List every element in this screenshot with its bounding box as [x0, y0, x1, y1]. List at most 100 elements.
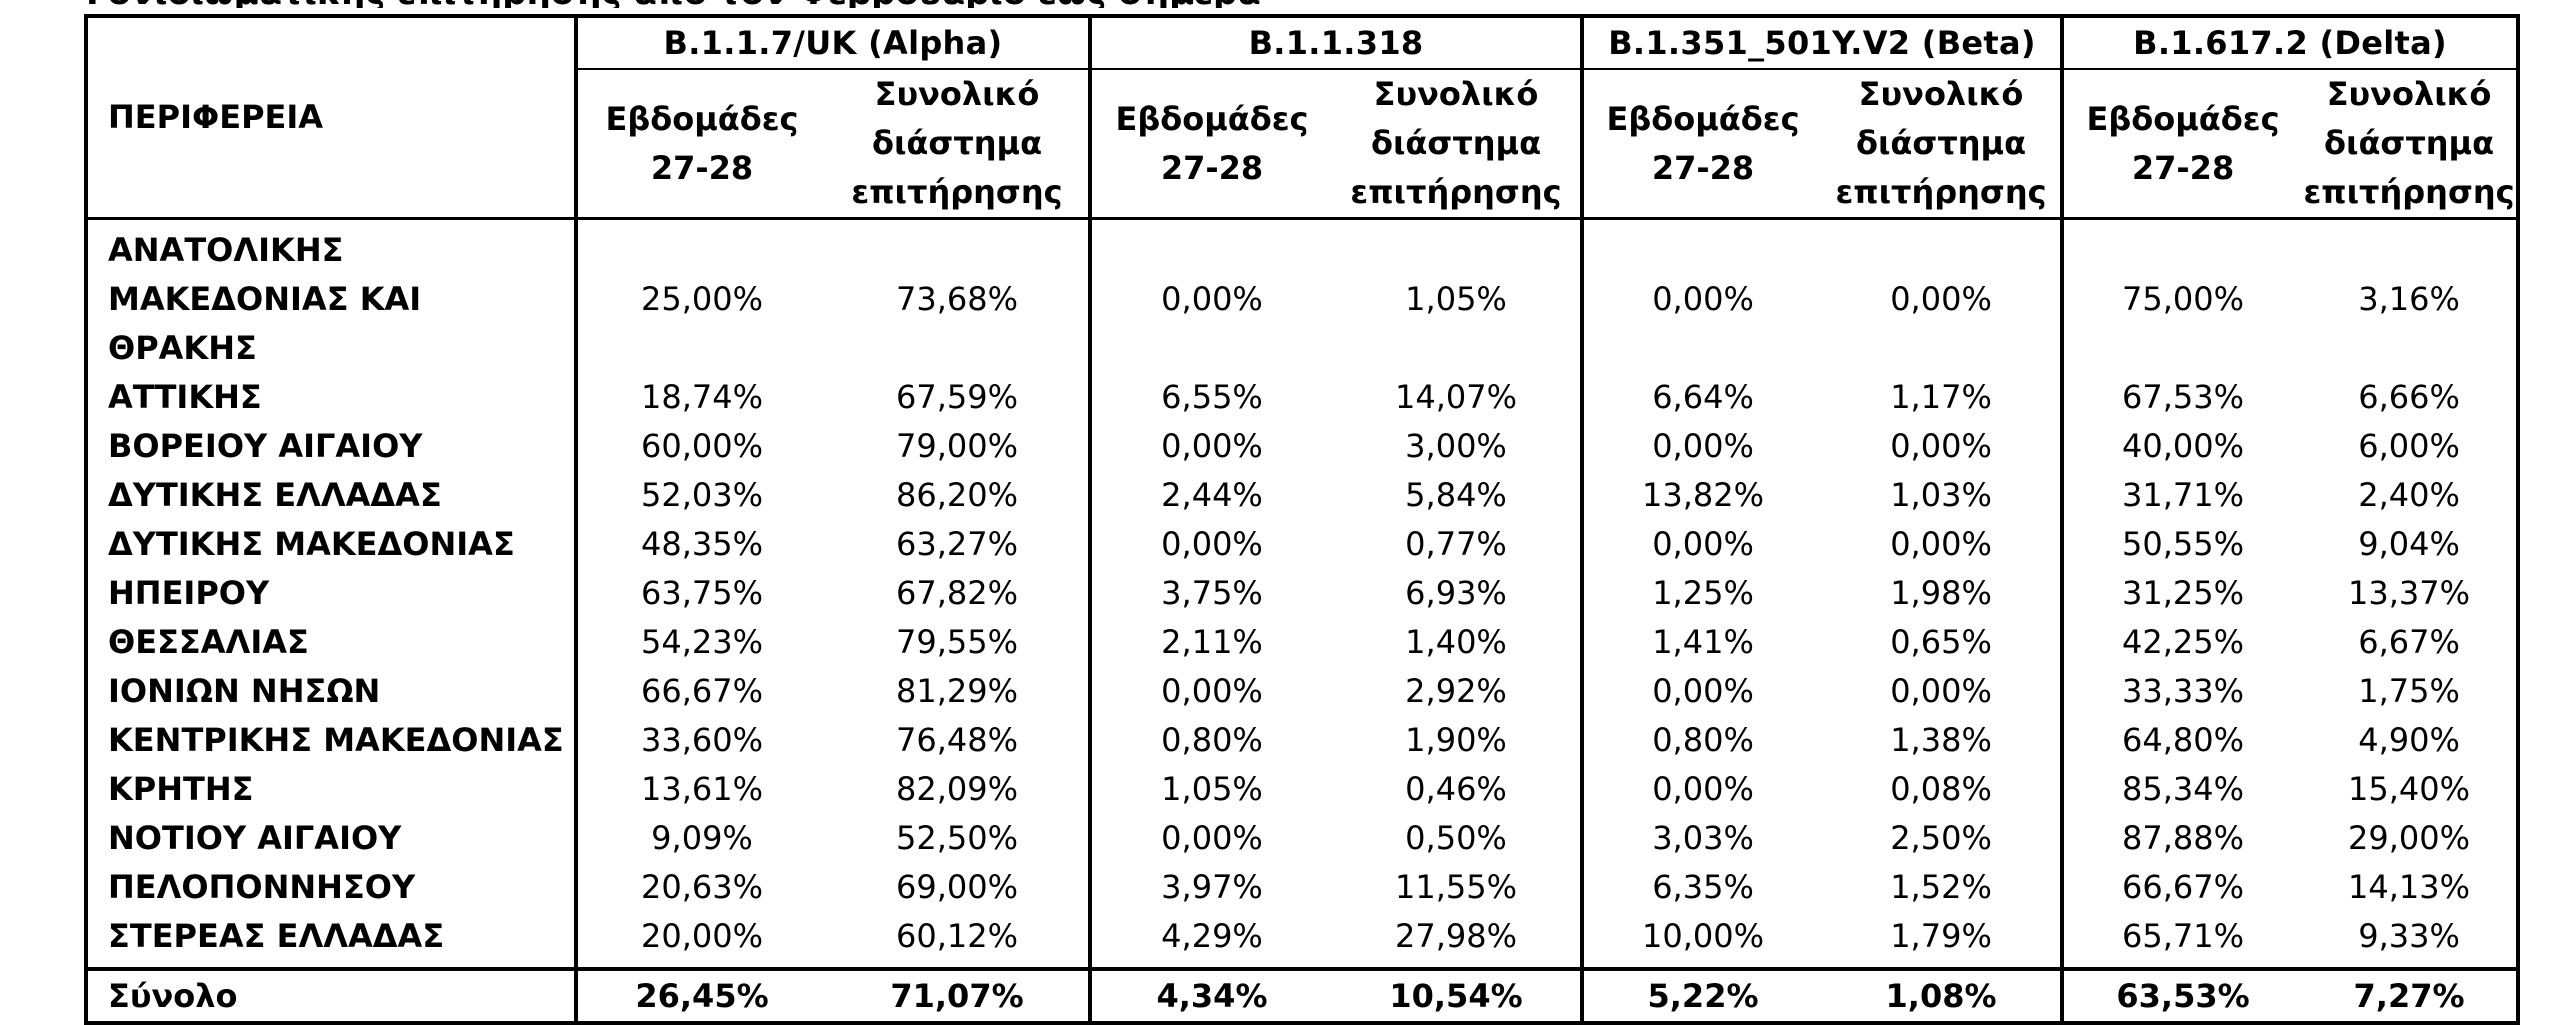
value-cell: 1,38% — [1822, 716, 2065, 765]
total-label: Σύνολο — [84, 967, 578, 1025]
sub-header-total-period: Συνολικό διάστημα επιτήρησης — [1822, 69, 2065, 220]
value-cell: 86,20% — [826, 471, 1092, 520]
sub-header-line: επιτήρησης — [2303, 173, 2515, 211]
value-cell: 42,25% — [2122, 623, 2245, 661]
variant-header-alpha: B.1.1.7/UK (Alpha) — [576, 14, 1092, 70]
total-value-cell: 71,07% — [826, 967, 1092, 1025]
value-cell: 2,44% — [1161, 476, 1263, 514]
value-cell: 0,00% — [1652, 525, 1754, 563]
region-name: ΔΥΤΙΚΗΣ ΕΛΛΑΔΑΣ — [84, 471, 578, 520]
value-cell: 79,55% — [826, 618, 1092, 667]
value-cell: 0,65% — [1822, 618, 2065, 667]
value-cell: 29,00% — [2302, 814, 2521, 863]
variant-header-b11318: B.1.1.318 — [1090, 14, 1585, 70]
sub-header-line: διάστημα — [2323, 124, 2495, 162]
sub-header-line: διάστημα — [871, 124, 1043, 162]
value-cell: 60,00% — [640, 427, 763, 465]
value-cell: 20,63% — [640, 868, 763, 906]
value-cell: 0,50% — [1332, 814, 1585, 863]
value-cell: 15,40% — [2302, 765, 2521, 814]
value-cell: 27,98% — [1332, 912, 1585, 969]
value-cell: 0,80% — [1652, 721, 1754, 759]
value-cell: 9,33% — [2302, 912, 2521, 969]
value-cell: 6,64% — [1652, 378, 1754, 416]
value-cell: 9,04% — [2302, 520, 2521, 569]
total-value-cell: 10,54% — [1332, 967, 1585, 1025]
table-row: ΗΠΕΙΡΟΥ 63,75% 67,82% 3,75% 6,93% 1,25% 1,98% 3… — [84, 569, 2521, 618]
value-cell: 76,48% — [826, 716, 1092, 765]
table-caption: Γονιδιωματικής επιτήρησης από τον Φεβρου… — [86, 0, 1261, 8]
table-row: ΑΝΑΤΟΛΙΚΗΣ ΜΑΚΕΔΟΝΙΑΣ ΚΑΙ ΘΡΑΚΗΣ 25,00% 73… — [84, 218, 2521, 373]
total-row: Σύνολο 26,45% 71,07% 4,34% 10,54% 5,22% 1,08% 6… — [84, 967, 2521, 1025]
variant-header-delta: B.1.617.2 (Delta) — [2062, 14, 2521, 70]
value-cell: 79,00% — [826, 422, 1092, 471]
value-cell: 0,77% — [1332, 520, 1585, 569]
value-cell: 66,67% — [640, 672, 763, 710]
value-cell: 5,84% — [1332, 471, 1585, 520]
sub-header-line: Εβδομάδες — [1606, 99, 1800, 138]
value-cell: 2,50% — [1822, 814, 2065, 863]
sub-header-line: 27-28 — [1160, 148, 1264, 187]
region-name: ΠΕΛΟΠΟΝΝΗΣΟΥ — [84, 863, 578, 912]
value-cell: 63,75% — [640, 574, 763, 612]
value-cell: 6,55% — [1161, 378, 1263, 416]
sub-header-weeks: Εβδομάδες 27-28 — [576, 69, 826, 220]
sub-header-line: Εβδομάδες — [1115, 99, 1309, 138]
value-cell: 2,40% — [2302, 471, 2521, 520]
sub-header-line: Συνολικό — [1373, 75, 1539, 113]
sub-header-line: Συνολικό — [874, 75, 1040, 113]
region-name: ΚΕΝΤΡΙΚΗΣ ΜΑΚΕΔΟΝΙΑΣ — [84, 716, 578, 765]
sub-header-line: επιτήρησης — [1835, 173, 2047, 211]
variant-header-row: ΠΕΡΙΦΕΡΕΙΑ B.1.1.7/UK (Alpha) B.1.1.318 … — [84, 14, 2521, 220]
value-cell: 31,71% — [2122, 476, 2245, 514]
table-row: ΘΕΣΣΑΛΙΑΣ 54,23% 79,55% 2,11% 1,40% 1,41% 0,65… — [84, 618, 2521, 667]
value-cell: 3,03% — [1652, 819, 1754, 857]
value-cell: 1,52% — [1822, 863, 2065, 912]
value-cell: 6,93% — [1332, 569, 1585, 618]
table-row: ΝΟΤΙΟΥ ΑΙΓΑΙΟΥ 9,09% 52,50% 0,00% 0,50% 3,03%… — [84, 814, 2521, 863]
table-row: ΑΤΤΙΚΗΣ 18,74% 67,59% 6,55% 14,07% 6,64% 1,17%… — [84, 373, 2521, 422]
value-cell: 0,08% — [1822, 765, 2065, 814]
sub-header-line: Εβδομάδες — [605, 99, 799, 138]
total-value-cell: 7,27% — [2302, 967, 2521, 1025]
value-cell: 87,88% — [2122, 819, 2245, 857]
value-cell: 50,55% — [2122, 525, 2245, 563]
value-cell: 54,23% — [640, 623, 763, 661]
value-cell: 11,55% — [1332, 863, 1585, 912]
value-cell: 0,80% — [1161, 721, 1263, 759]
sub-header-weeks: Εβδομάδες 27-28 — [1090, 69, 1332, 220]
table-row: ΣΤΕΡΕΑΣ ΕΛΛΑΔΑΣ 20,00% 60,12% 4,29% 27,98% 10… — [84, 912, 2521, 969]
value-cell: 67,59% — [826, 373, 1092, 422]
region-column-header: ΠΕΡΙΦΕΡΕΙΑ — [84, 14, 578, 220]
value-cell: 6,67% — [2302, 618, 2521, 667]
value-cell: 64,80% — [2122, 721, 2245, 759]
value-cell: 1,41% — [1652, 623, 1754, 661]
region-name: ΣΤΕΡΕΑΣ ΕΛΛΑΔΑΣ — [84, 912, 578, 969]
value-cell: 10,00% — [1642, 917, 1765, 955]
sub-header-line: Εβδομάδες — [2086, 99, 2280, 138]
value-cell: 81,29% — [826, 667, 1092, 716]
value-cell: 0,00% — [1822, 520, 2065, 569]
value-cell: 0,00% — [1652, 280, 1754, 318]
value-cell: 0,00% — [1652, 672, 1754, 710]
total-value-cell: 63,53% — [2062, 967, 2303, 1025]
variant-header-beta: B.1.351_501Y.V2 (Beta) — [1582, 14, 2065, 70]
region-name: ΑΝΑΤΟΛΙΚΗΣ ΜΑΚΕΔΟΝΙΑΣ ΚΑΙ ΘΡΑΚΗΣ — [84, 218, 578, 373]
sub-header-line: επιτήρησης — [851, 173, 1063, 211]
value-cell: 25,00% — [640, 280, 763, 318]
value-cell: 1,90% — [1332, 716, 1585, 765]
value-cell: 14,13% — [2302, 863, 2521, 912]
value-cell: 66,67% — [2122, 868, 2245, 906]
value-cell: 1,03% — [1822, 471, 2065, 520]
value-cell: 13,82% — [1642, 476, 1765, 514]
value-cell: 0,00% — [1161, 427, 1263, 465]
value-cell: 6,00% — [2302, 422, 2521, 471]
value-cell: 48,35% — [640, 525, 763, 563]
value-cell: 1,98% — [1822, 569, 2065, 618]
value-cell: 13,37% — [2302, 569, 2521, 618]
region-name: ΝΟΤΙΟΥ ΑΙΓΑΙΟΥ — [84, 814, 578, 863]
value-cell: 52,03% — [640, 476, 763, 514]
value-cell: 73,68% — [826, 218, 1092, 373]
value-cell: 65,71% — [2122, 917, 2245, 955]
value-cell: 85,34% — [2122, 770, 2245, 808]
